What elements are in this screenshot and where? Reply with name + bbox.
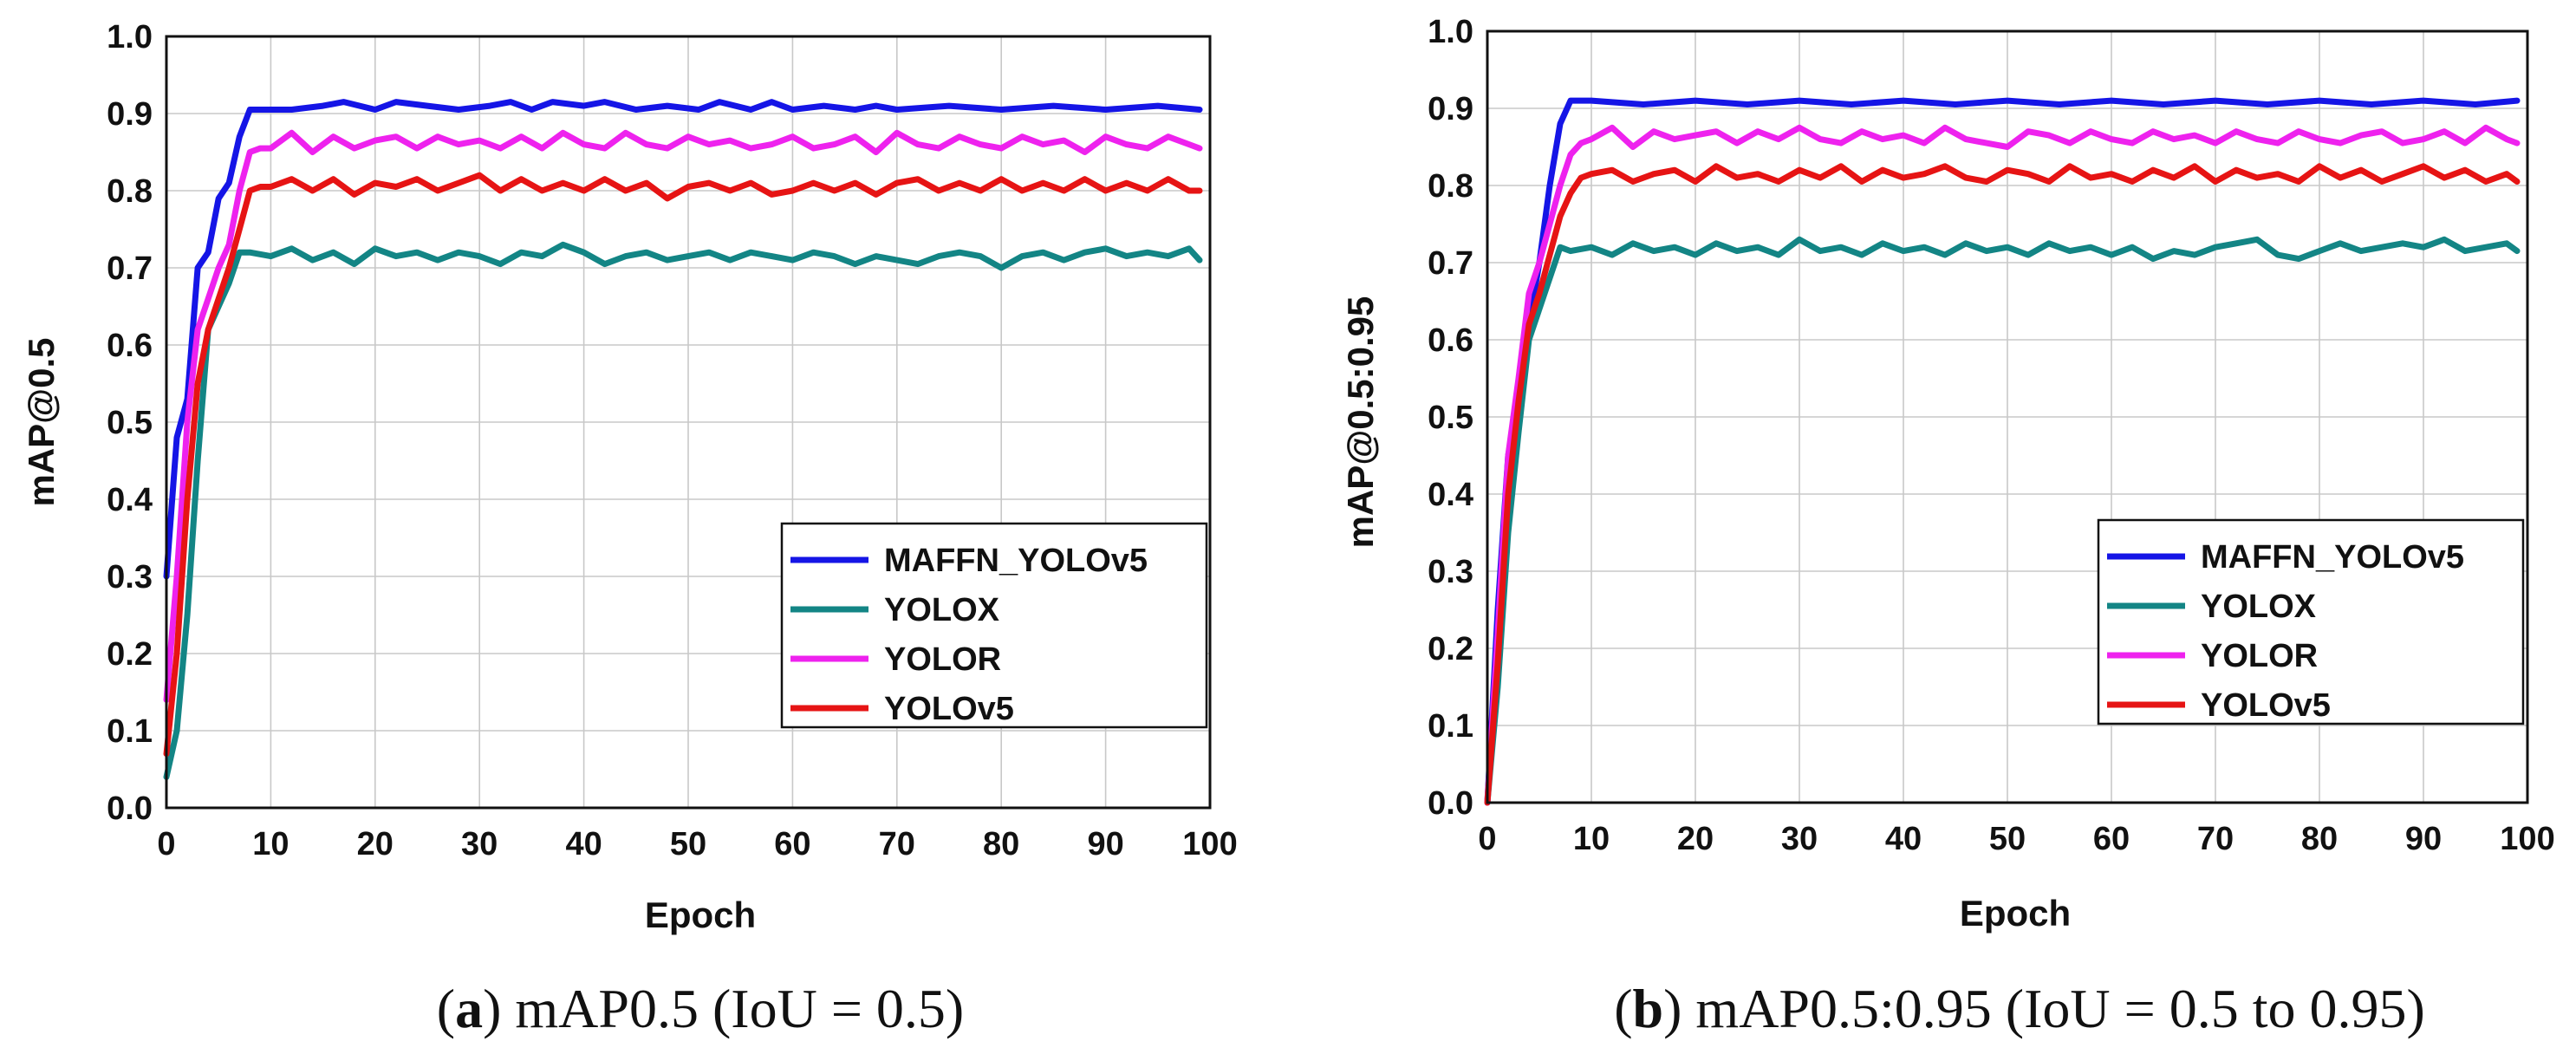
- panel-b-x-tick-label: 90: [2405, 821, 2442, 857]
- panel-a-series-yolor: [163, 129, 1203, 703]
- panel-b-y-tick-label: 0.1: [1428, 708, 1473, 745]
- panel-a-series: [163, 99, 1203, 780]
- panel-b-y-tick-label: 0.8: [1428, 168, 1473, 205]
- panel-a-x-ticks: 0 10 20 30 40 50 60 70 80 90 100: [157, 826, 1237, 862]
- panel-a-x-tick-label: 30: [461, 826, 498, 862]
- panel-b-series-yolov5: [1484, 163, 2521, 806]
- panel-a-y-tick-label: 0.1: [107, 713, 153, 750]
- panel-a-caption: (a) mAP0.5 (IoU = 0.5): [437, 978, 964, 1039]
- panel-b-x-tick-label: 0: [1478, 821, 1496, 857]
- panel-a-y-tick-label: 0.2: [107, 636, 153, 673]
- panel-a-series-yolox: [163, 241, 1203, 780]
- panel-b-x-tick-label: 30: [1781, 821, 1818, 857]
- panel-b-y-tick-label: 0.5: [1428, 400, 1473, 436]
- panel-b-x-tick-label: 20: [1677, 821, 1714, 857]
- panel-a-y-tick-label: 0.3: [107, 559, 153, 595]
- panel-a-x-tick-label: 80: [983, 826, 1019, 862]
- panel-b-caption-letter: b: [1633, 978, 1664, 1039]
- panel-b-series-yolor: [1484, 124, 2521, 806]
- panel-b-legend: MAFFN_YOLOv5 YOLOX YOLOR YOLOv5: [2097, 518, 2525, 725]
- panel-a-plot-frame: [165, 35, 1212, 810]
- panel-b-x-tick-label: 50: [1989, 821, 2026, 857]
- panel-a-y-tick-label: 0.6: [107, 328, 153, 364]
- panel-b-y-tick-label: 1.0: [1428, 14, 1473, 50]
- panel-a-legend-label-yolor: YOLOR: [884, 641, 1001, 678]
- panel-a-x-tick-label: 20: [357, 826, 394, 862]
- panel-a-legend: MAFFN_YOLOv5 YOLOX YOLOR YOLOv5: [780, 522, 1208, 729]
- panel-a-y-tick-label: 0.8: [107, 173, 153, 210]
- panel-b-y-tick-label: 0.6: [1428, 322, 1473, 359]
- panel-a-y-tick-label: 0.9: [107, 96, 153, 133]
- panel-b-plot-frame: [1486, 29, 2529, 804]
- panel-a-y-tick-label: 0.4: [107, 482, 153, 518]
- panel-a-x-tick-label: 40: [565, 826, 602, 862]
- panel-a-series-maffn-yolov5: [163, 99, 1203, 580]
- panel-b-series: [1484, 97, 2521, 806]
- panel-a-legend-label-yolov5: YOLOv5: [884, 691, 1014, 727]
- panel-a-caption-letter: a: [455, 978, 483, 1039]
- panel-a-x-tick-label: 50: [670, 826, 706, 862]
- panel-a-x-axis-label: Epoch: [645, 895, 756, 935]
- panel-a-x-tick-label: 90: [1087, 826, 1123, 862]
- panel-b-caption: (b) mAP0.5:0.95 (IoU = 0.5 to 0.95): [1614, 978, 2425, 1039]
- panel-b-y-tick-label: 0.9: [1428, 91, 1473, 127]
- panel-a-legend-label-yolox: YOLOX: [884, 592, 1000, 628]
- panel-b-legend-label-maffn-yolov5: MAFFN_YOLOv5: [2201, 539, 2464, 576]
- panel-b-series-yolox: [1484, 236, 2521, 806]
- panel-a-caption-text: mAP0.5 (IoU = 0.5): [501, 978, 964, 1039]
- panel-a-x-tick-label: 0: [157, 826, 175, 862]
- panel-b-y-tick-label: 0.7: [1428, 245, 1473, 282]
- panel-b-y-tick-label: 0.0: [1428, 785, 1473, 822]
- panel-b-y-tick-label: 0.2: [1428, 631, 1473, 667]
- panel-b: 0.0 0.1 0.2 0.3 0.4 0.5 0.6 0.7 0.8 0.9 1.0 0 10 20 3…: [1340, 14, 2555, 1039]
- panel-b-x-axis-label: Epoch: [1960, 893, 2071, 934]
- panel-a-x-tick-label: 10: [252, 826, 289, 862]
- panel-a-y-tick-label: 1.0: [107, 19, 153, 55]
- panel-a-x-tick-label: 100: [1182, 826, 1237, 862]
- panel-a-x-tick-label: 60: [774, 826, 810, 862]
- panel-a-y-ticks: 0.0 0.1 0.2 0.3 0.4 0.5 0.6 0.7 0.8 0.9 1.0: [107, 19, 153, 827]
- panel-b-x-tick-label: 70: [2197, 821, 2234, 857]
- panel-a: 0.0 0.1 0.2 0.3 0.4 0.5 0.6 0.7 0.8 0.9 1.0 0 10 20 3…: [21, 19, 1238, 1039]
- panel-b-x-tick-label: 10: [1573, 821, 1610, 857]
- panel-b-legend-label-yolor: YOLOR: [2201, 638, 2318, 674]
- panel-b-y-axis-label: mAP@0.5:0.95: [1340, 296, 1381, 549]
- panel-b-x-tick-label: 100: [2500, 821, 2554, 857]
- panel-a-y-axis-label: mAP@0.5: [21, 337, 62, 506]
- panel-b-x-tick-label: 40: [1885, 821, 1922, 857]
- panel-b-x-tick-label: 80: [2301, 821, 2338, 857]
- panel-a-series-yolov5: [163, 172, 1203, 758]
- panel-b-y-tick-label: 0.4: [1428, 477, 1473, 513]
- panel-b-legend-label-yolov5: YOLOv5: [2201, 687, 2331, 724]
- panel-b-x-tick-label: 60: [2093, 821, 2130, 857]
- panel-b-y-ticks: 0.0 0.1 0.2 0.3 0.4 0.5 0.6 0.7 0.8 0.9 1.0: [1428, 14, 1473, 822]
- panel-a-y-tick-label: 0.7: [107, 250, 153, 287]
- panel-a-y-tick-label: 0.0: [107, 790, 153, 827]
- panel-b-y-tick-label: 0.3: [1428, 554, 1473, 590]
- panel-a-x-tick-label: 70: [879, 826, 915, 862]
- panel-b-caption-text: mAP0.5:0.95 (IoU = 0.5 to 0.95): [1682, 978, 2424, 1039]
- panel-b-x-ticks: 0 10 20 30 40 50 60 70 80 90 100: [1478, 821, 2554, 857]
- panel-b-legend-label-yolox: YOLOX: [2201, 589, 2317, 625]
- panel-a-y-tick-label: 0.5: [107, 405, 153, 441]
- panel-a-legend-label-maffn-yolov5: MAFFN_YOLOv5: [884, 543, 1148, 579]
- panel-b-series-maffn-yolov5: [1484, 97, 2521, 806]
